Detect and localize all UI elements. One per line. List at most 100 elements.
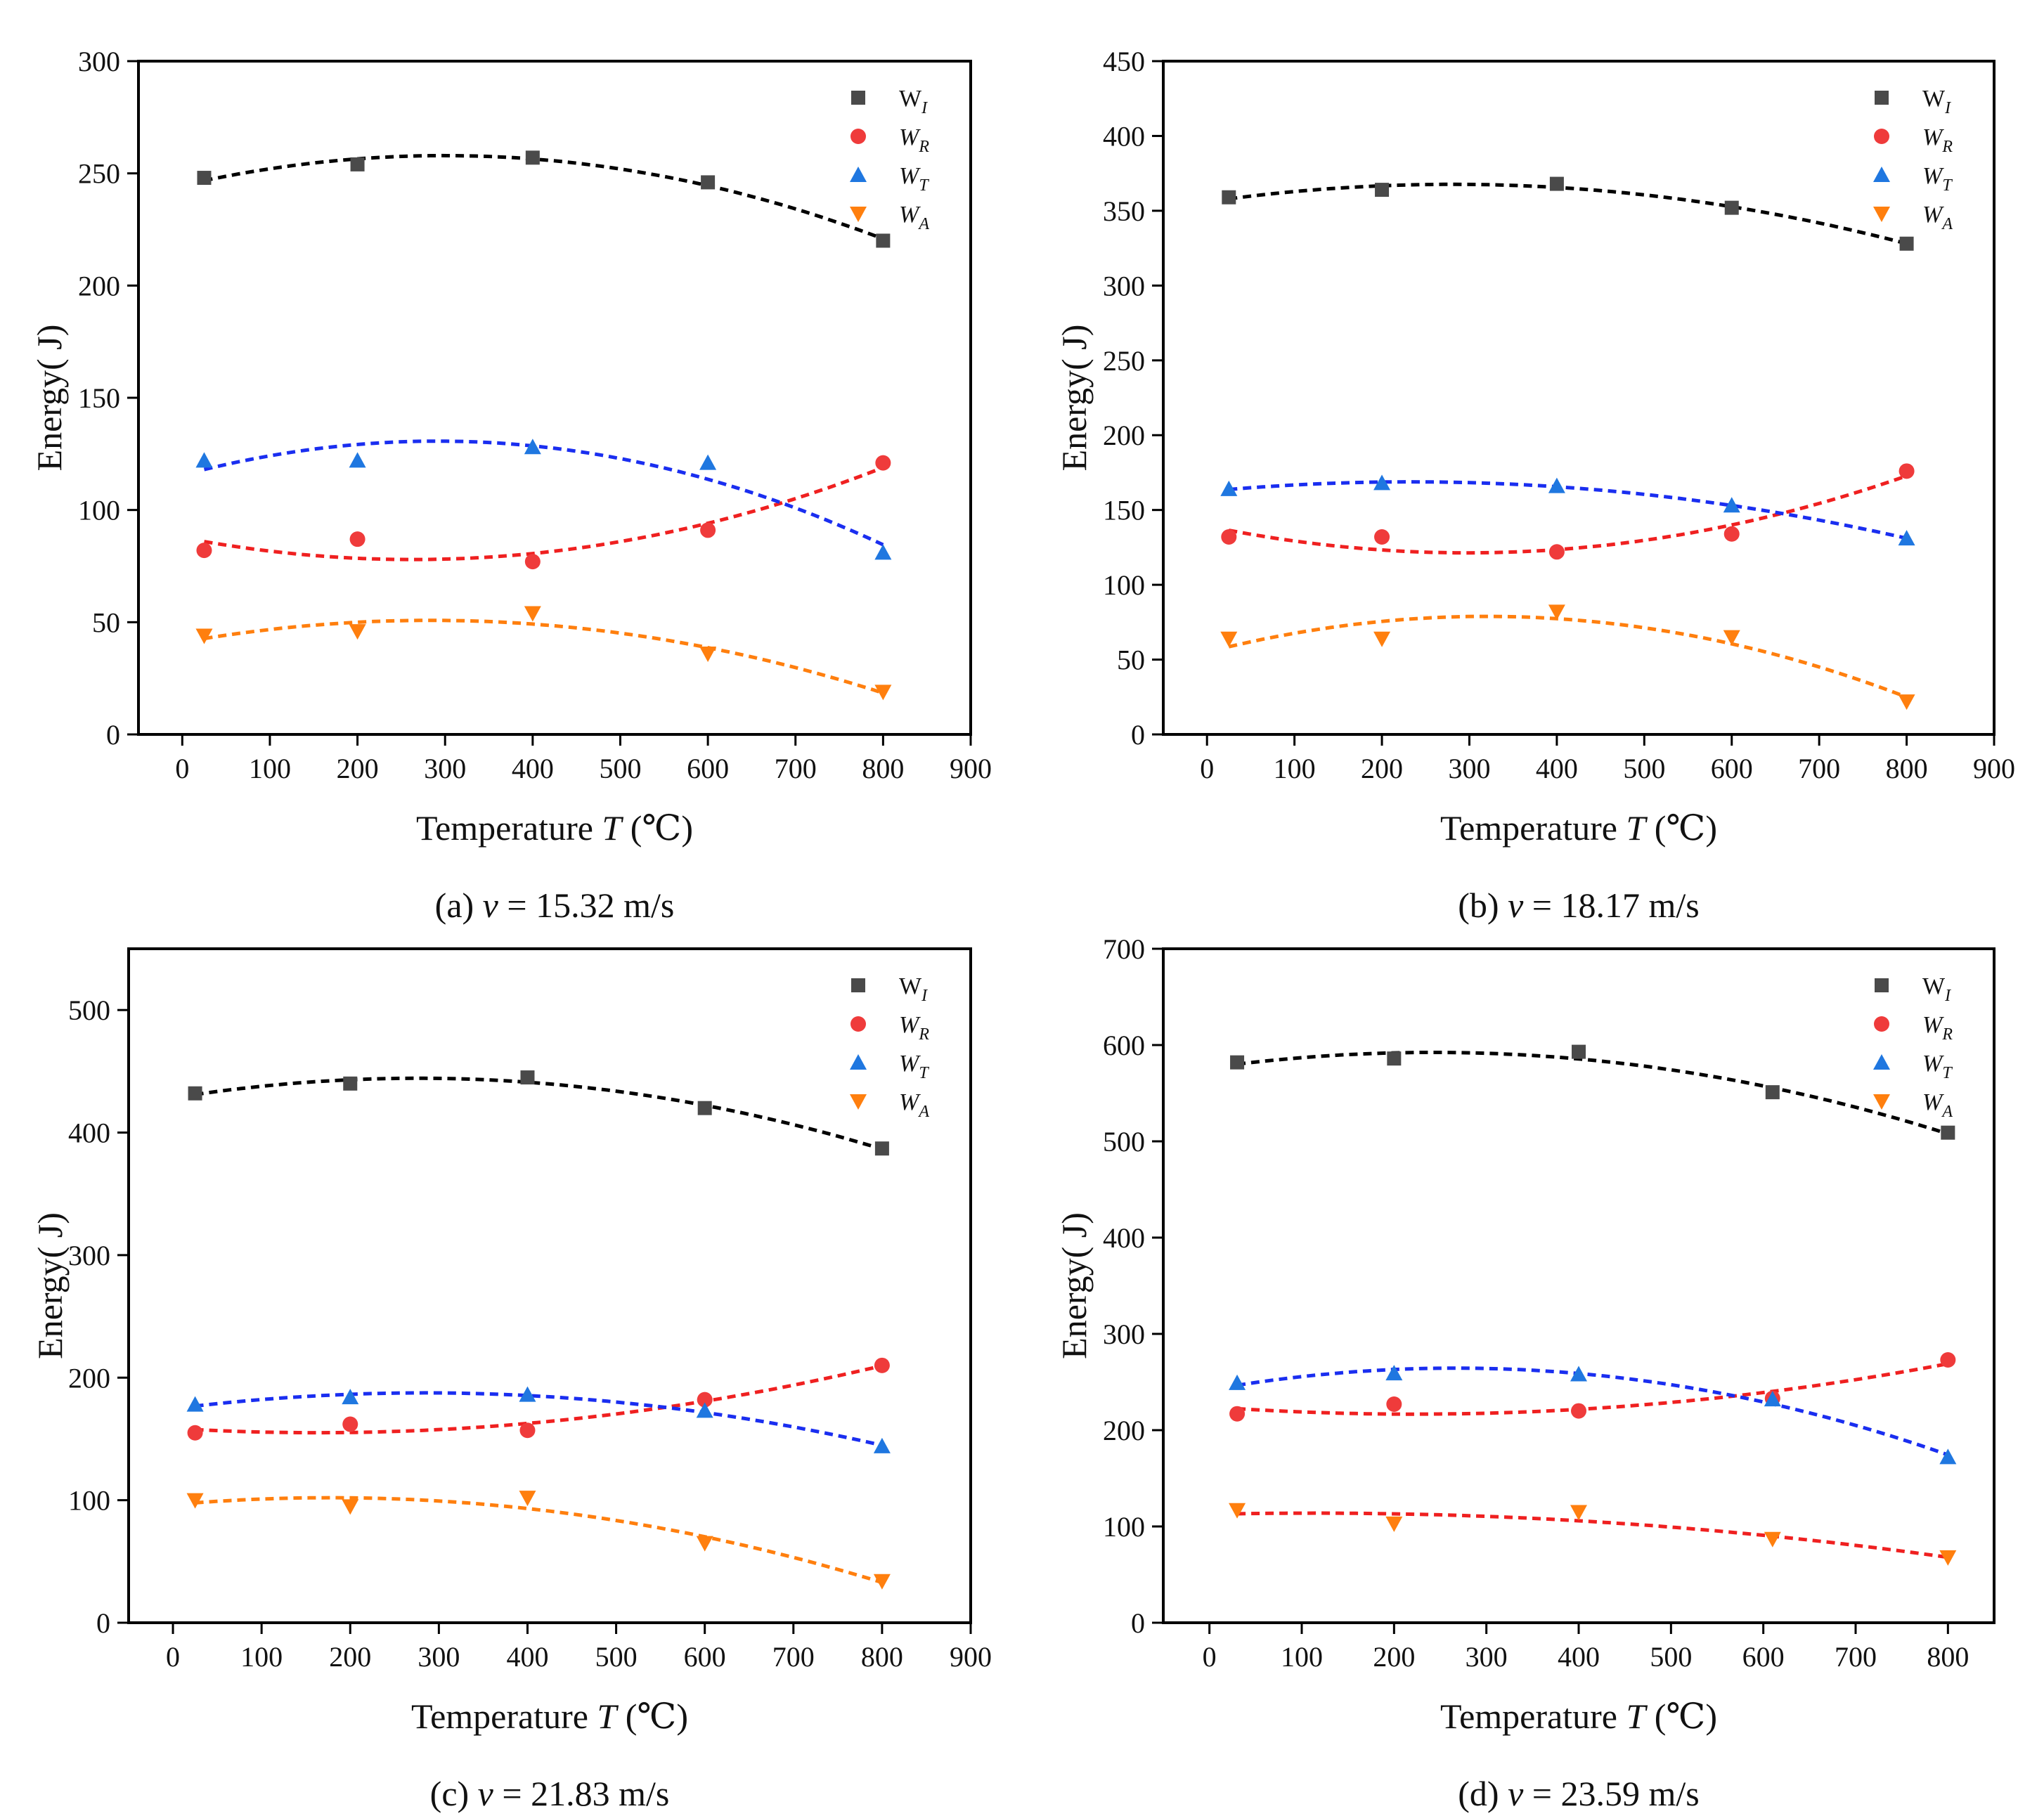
data-point-R bbox=[187, 1425, 203, 1441]
data-point-A bbox=[1220, 631, 1238, 647]
panel-caption: (d) v = 23.59 m/s bbox=[1458, 1774, 1699, 1813]
data-point-T bbox=[874, 544, 892, 560]
data-point-R bbox=[524, 554, 541, 570]
legend-marker-T bbox=[1873, 1054, 1890, 1070]
y-tick-label: 0 bbox=[106, 719, 120, 751]
data-point-R bbox=[1940, 1351, 1956, 1368]
data-point-A bbox=[1723, 630, 1740, 646]
data-point-R bbox=[342, 1416, 358, 1432]
data-point-R bbox=[1723, 526, 1740, 542]
y-tick-label: 50 bbox=[1117, 644, 1145, 676]
legend-marker-I bbox=[1875, 978, 1889, 992]
legend-marker-T bbox=[850, 167, 867, 182]
data-point-A bbox=[195, 628, 213, 644]
data-point-T bbox=[1373, 474, 1391, 491]
y-tick-label: 200 bbox=[1103, 1415, 1145, 1446]
legend-marker-R bbox=[850, 1016, 866, 1032]
y-tick-label: 300 bbox=[78, 46, 120, 77]
legend-label-I: WI bbox=[899, 86, 928, 117]
legend-marker-A bbox=[1873, 207, 1890, 222]
y-tick-label: 350 bbox=[1103, 195, 1145, 227]
data-point-I bbox=[1724, 200, 1739, 215]
data-point-R bbox=[697, 1392, 713, 1408]
fit-curve-I bbox=[1228, 182, 1908, 246]
data-point-R bbox=[196, 543, 212, 559]
legend-label-T: WT bbox=[899, 1051, 929, 1082]
data-point-I bbox=[1765, 1085, 1780, 1100]
legend-label-R: WR bbox=[1922, 1012, 1953, 1044]
data-point-T bbox=[1229, 1374, 1246, 1390]
x-tick-label: 700 bbox=[1798, 753, 1840, 784]
x-tick-label: 200 bbox=[1361, 753, 1403, 784]
legend-marker-R bbox=[850, 129, 866, 144]
y-tick-label: 500 bbox=[68, 994, 110, 1026]
fit-curve-R bbox=[195, 1363, 883, 1435]
data-point-I bbox=[701, 175, 716, 190]
data-point-I bbox=[343, 1076, 358, 1091]
y-tick-label: 200 bbox=[68, 1362, 110, 1394]
fit-curve-A bbox=[195, 1496, 883, 1585]
fit-curve-A bbox=[1237, 1511, 1948, 1559]
x-tick-label: 900 bbox=[1973, 753, 2015, 784]
y-tick-label: 400 bbox=[68, 1117, 110, 1149]
x-tick-label: 800 bbox=[1886, 753, 1928, 784]
data-point-T bbox=[1570, 1366, 1587, 1382]
y-tick-label: 400 bbox=[1103, 120, 1145, 152]
x-axis-title: Temperature T (℃) bbox=[1440, 808, 1717, 848]
legend-marker-I bbox=[1875, 91, 1889, 105]
data-point-I bbox=[1387, 1051, 1402, 1066]
data-point-T bbox=[195, 452, 213, 468]
legend-label-R: WR bbox=[899, 124, 929, 156]
x-tick-label: 400 bbox=[506, 1641, 548, 1673]
x-tick-label: 600 bbox=[1742, 1641, 1785, 1673]
data-point-I bbox=[1375, 183, 1390, 197]
fit-curve-I bbox=[195, 1076, 883, 1151]
y-tick-label: 250 bbox=[78, 158, 120, 190]
x-tick-label: 300 bbox=[424, 753, 466, 784]
plot-frame bbox=[127, 947, 972, 1624]
y-tick-label: 400 bbox=[1103, 1222, 1145, 1254]
fit-curve-I bbox=[204, 153, 884, 241]
data-point-I bbox=[350, 157, 365, 171]
data-point-R bbox=[875, 455, 891, 471]
x-tick-label: 900 bbox=[950, 753, 992, 784]
data-point-T bbox=[342, 1389, 359, 1405]
data-point-R bbox=[1386, 1396, 1402, 1413]
x-tick-label: 0 bbox=[175, 753, 189, 784]
data-point-A bbox=[342, 1499, 359, 1515]
data-point-I bbox=[874, 1141, 889, 1156]
legend-label-T: WT bbox=[1922, 163, 1953, 195]
x-axis-title: Temperature T (℃) bbox=[416, 808, 693, 848]
data-point-I bbox=[197, 171, 212, 186]
x-tick-label: 300 bbox=[1448, 753, 1490, 784]
x-axis-title: Temperature T (℃) bbox=[411, 1697, 688, 1736]
data-point-R bbox=[1899, 463, 1915, 479]
legend-label-A: WA bbox=[899, 1089, 929, 1121]
data-point-R bbox=[1229, 1406, 1246, 1422]
fit-curve-T bbox=[1229, 480, 1908, 540]
data-point-A bbox=[186, 1493, 204, 1509]
legend-marker-A bbox=[850, 207, 867, 222]
data-point-R bbox=[519, 1422, 536, 1439]
data-point-R bbox=[1374, 528, 1390, 545]
data-point-A bbox=[1229, 1503, 1246, 1519]
data-point-A bbox=[1385, 1516, 1403, 1532]
x-tick-label: 100 bbox=[1281, 1641, 1323, 1673]
fit-curve-I bbox=[1236, 1051, 1949, 1136]
data-point-T bbox=[696, 1402, 713, 1418]
data-point-T bbox=[1220, 480, 1238, 496]
data-point-T bbox=[1764, 1391, 1781, 1407]
data-point-R bbox=[874, 1357, 890, 1373]
x-tick-label: 800 bbox=[862, 753, 904, 784]
data-point-R bbox=[1571, 1403, 1586, 1419]
legend-label-T: WT bbox=[1922, 1051, 1953, 1082]
data-point-T bbox=[1548, 477, 1565, 493]
x-tick-label: 300 bbox=[418, 1641, 460, 1673]
x-tick-label: 900 bbox=[950, 1641, 992, 1673]
y-tick-label: 250 bbox=[1103, 345, 1145, 377]
y-tick-label: 700 bbox=[1103, 933, 1145, 965]
x-tick-label: 500 bbox=[595, 1641, 638, 1673]
fit-curve-T bbox=[195, 1391, 883, 1447]
y-axis-title: Energy( J) bbox=[30, 325, 69, 472]
